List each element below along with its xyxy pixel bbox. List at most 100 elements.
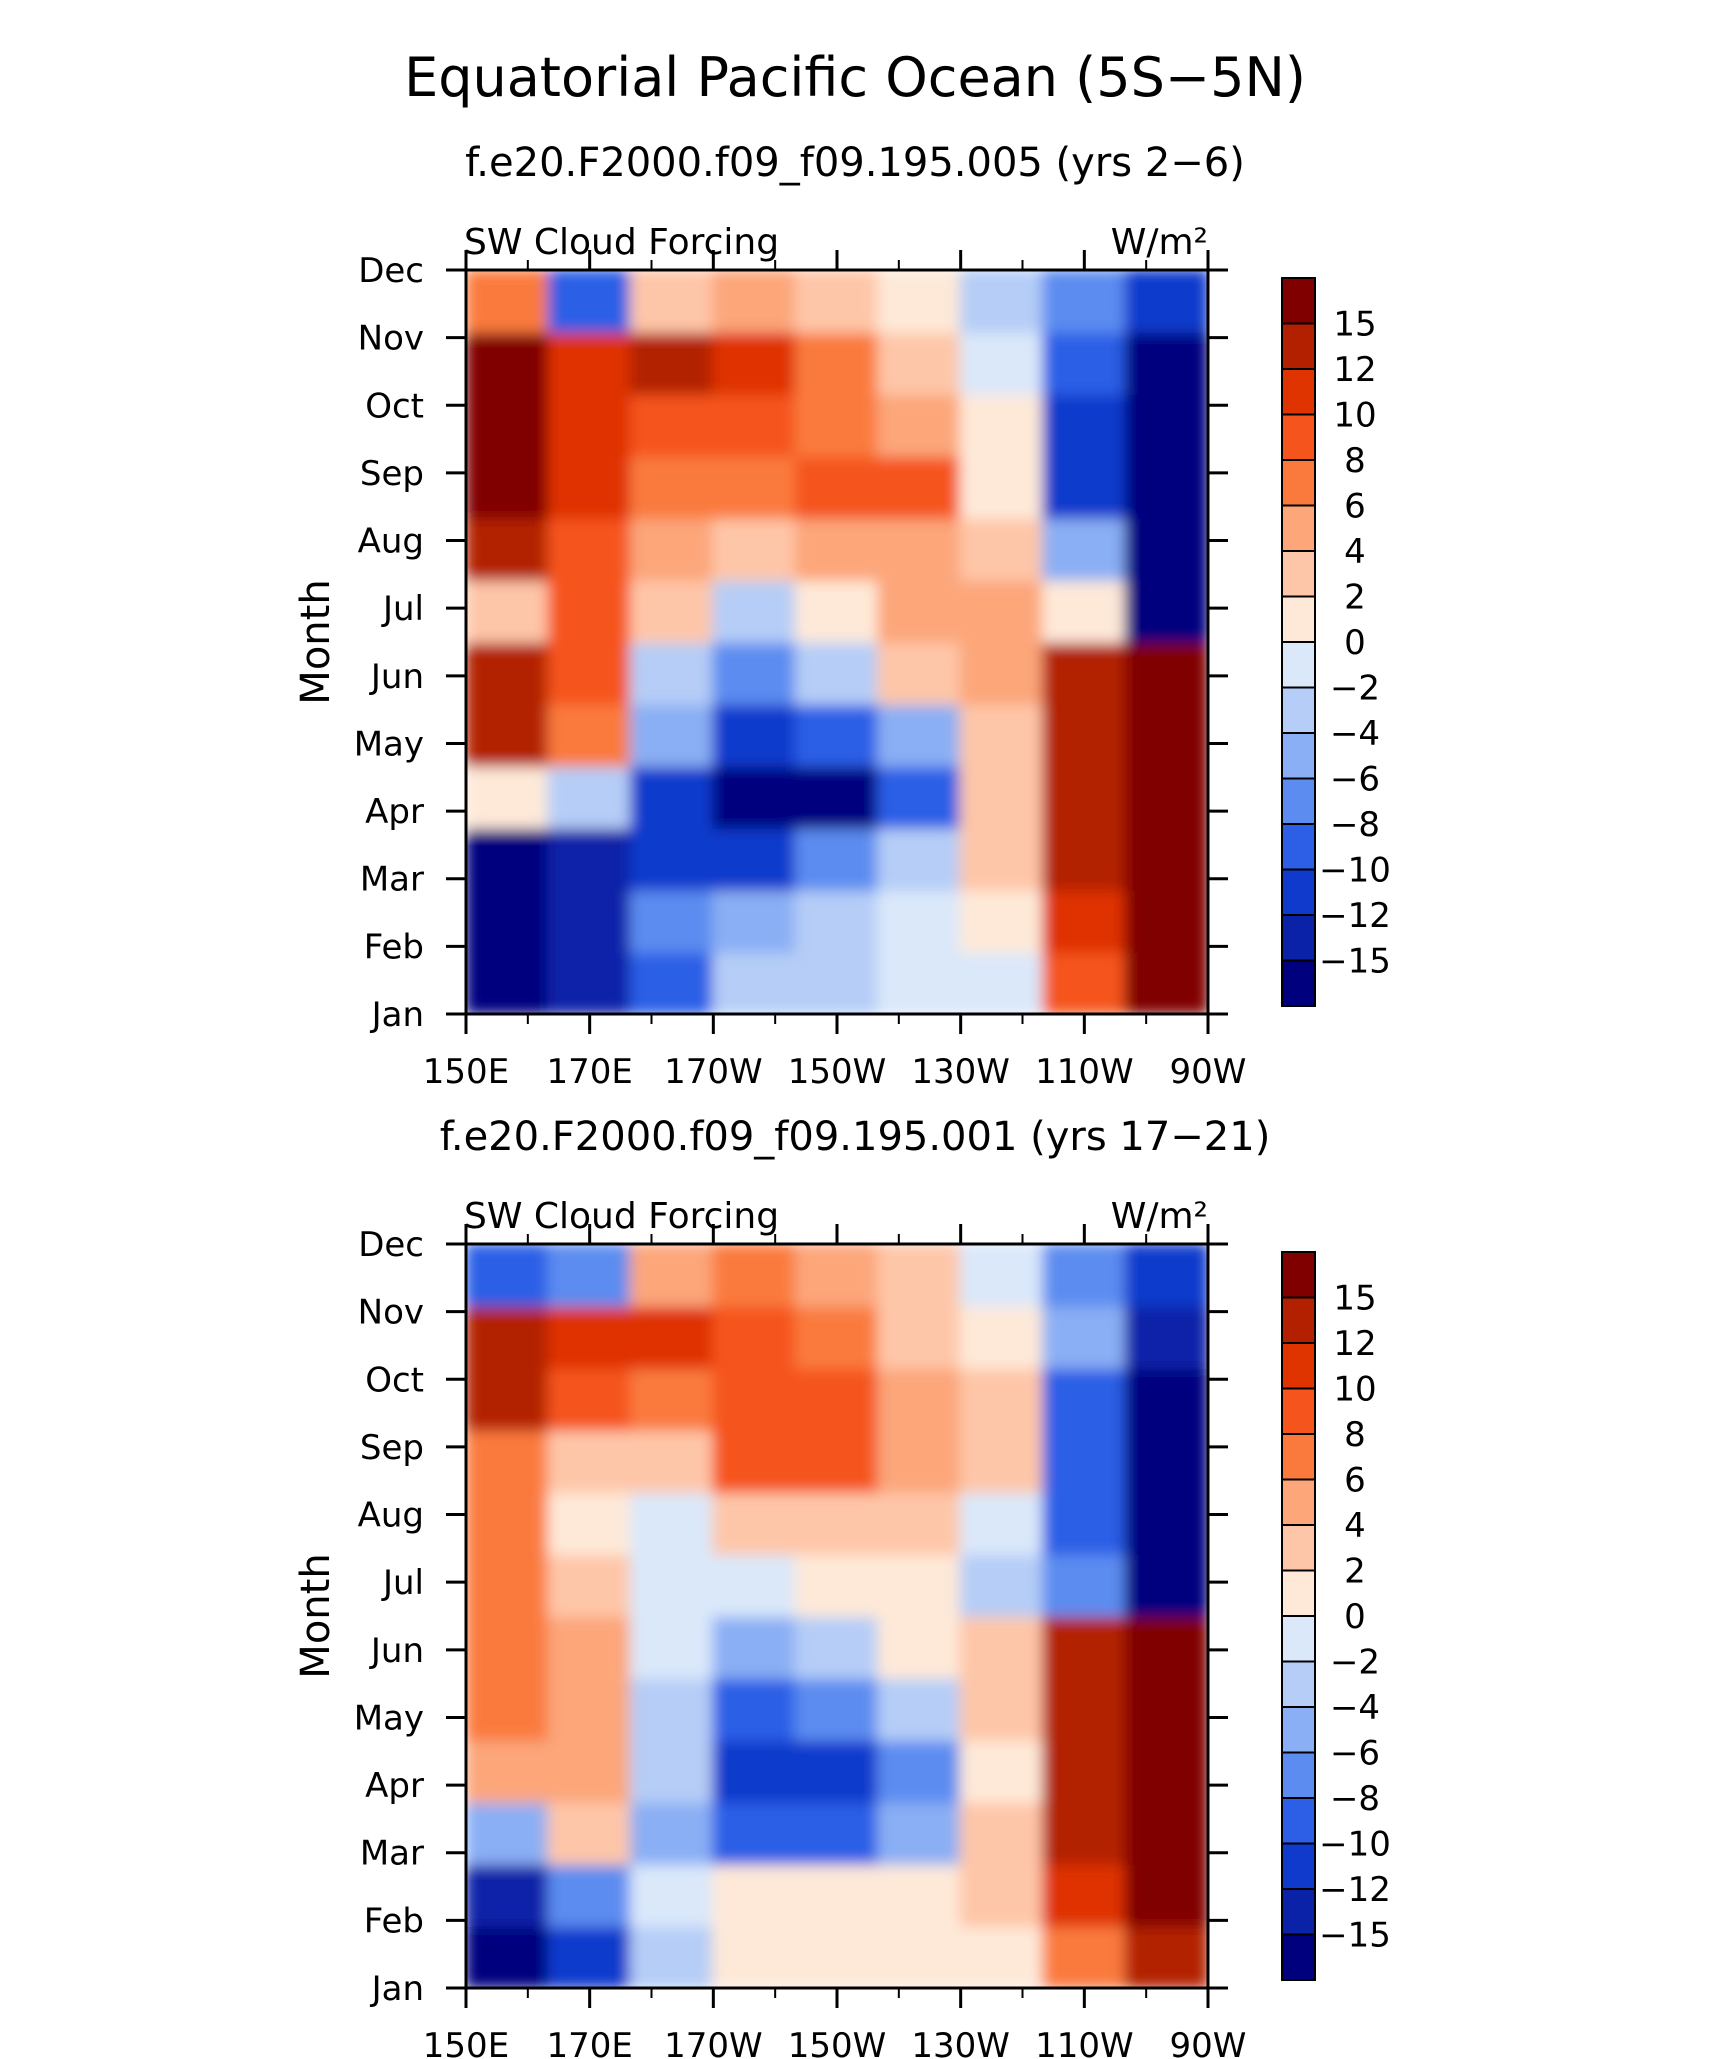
x-tick-label: 150E — [423, 1052, 509, 1092]
colorbar-swatch — [1282, 1297, 1315, 1344]
heatmap-cell — [1042, 641, 1127, 705]
x-tick-label: 130W — [911, 1052, 1010, 1092]
y-axis-title: Month — [293, 579, 339, 704]
colorbar-swatch — [1282, 278, 1315, 324]
heatmap-cell — [1042, 1925, 1127, 1988]
y-tick-label: Jun — [369, 657, 424, 697]
heatmap-cell — [1124, 1925, 1208, 1988]
heatmap-cell — [547, 517, 632, 581]
heatmap-cell — [629, 1925, 715, 1988]
heatmap-cell — [712, 393, 797, 457]
heatmap-cell — [547, 889, 632, 953]
heatmap-cell — [1124, 889, 1208, 953]
heatmap-cell — [466, 1244, 550, 1307]
heatmap-cell — [466, 1553, 550, 1617]
colorbar-swatch — [1282, 1889, 1315, 1935]
y-tick-label: Nov — [358, 319, 424, 359]
colorbar-label: 2 — [1344, 1552, 1366, 1592]
colorbar-swatch — [1282, 778, 1315, 825]
heatmap-cell — [959, 1244, 1045, 1307]
heatmap-cell — [959, 827, 1045, 891]
heatmap-cell — [466, 579, 550, 643]
heatmap-cell — [629, 1863, 715, 1927]
y-tick-label: May — [354, 1698, 424, 1738]
heatmap-cell — [712, 1863, 797, 1927]
heatmap-cell — [794, 1801, 880, 1865]
colorbar-swatch — [1282, 687, 1315, 734]
heatmap-cell — [466, 1491, 550, 1555]
heatmap-cell — [959, 455, 1045, 519]
heatmap-cell — [547, 1677, 632, 1741]
heatmap-cell — [712, 703, 797, 767]
heatmap-cell — [547, 1615, 632, 1679]
y-tick-label: Oct — [365, 1360, 424, 1400]
heatmap-cell — [877, 827, 962, 891]
heatmap-cell — [794, 270, 880, 333]
heatmap-cell — [794, 1739, 880, 1803]
heatmap-cell — [877, 455, 962, 519]
heatmap-cell — [1042, 951, 1127, 1014]
colorbar-swatch — [1282, 869, 1315, 916]
variable-label: SW Cloud Forcing — [464, 222, 779, 263]
colorbar-label: −6 — [1330, 1734, 1380, 1774]
heatmap-cell — [629, 393, 715, 457]
panels: f.e20.F2000.f09_f09.195.005 (yrs 2−6) SW … — [293, 140, 1391, 2059]
heatmap-cell — [877, 1367, 962, 1431]
y-tick-label: Jan — [370, 995, 424, 1035]
heatmap-cell — [794, 1553, 880, 1617]
heatmap-cell — [629, 455, 715, 519]
x-tick-label: 170E — [546, 2026, 632, 2059]
colorbar-label: −12 — [1319, 1870, 1391, 1910]
colorbar: 15 12 10 8 6 4 2 0 −2 −4 −6 −8 −10 −12 −15 — [1281, 1251, 1391, 1981]
heatmap-cell — [959, 1367, 1045, 1431]
y-tick-label: May — [354, 724, 424, 764]
heatmap-cell — [1042, 1677, 1127, 1741]
heatmap-cell — [959, 579, 1045, 643]
colorbar-label: −8 — [1330, 1779, 1380, 1819]
heatmap-cell — [877, 393, 962, 457]
heatmap-cell — [959, 889, 1045, 953]
colorbar-swatch — [1282, 1252, 1315, 1298]
figure-title: Equatorial Pacific Ocean (5S−5N) — [404, 46, 1306, 109]
colorbar-swatch — [1282, 414, 1315, 461]
colorbar-label: 6 — [1344, 1461, 1366, 1501]
colorbar-swatch — [1282, 960, 1315, 1007]
panel-1: f.e20.F2000.f09_f09.195.005 (yrs 2−6) SW … — [293, 140, 1391, 1092]
x-tick-label: 170W — [664, 2026, 763, 2059]
heatmap-cell — [712, 1244, 797, 1307]
heatmap-cell — [1042, 1553, 1127, 1617]
heatmap-cell — [877, 517, 962, 581]
y-tick-label: Feb — [364, 927, 424, 967]
colorbar-label: −8 — [1330, 805, 1380, 845]
heatmap-cell — [466, 1925, 550, 1988]
x-tick-label: 150W — [788, 2026, 887, 2059]
heatmap-cell — [1124, 1429, 1208, 1493]
heatmap-cell — [1124, 517, 1208, 581]
heatmap-cell — [1042, 331, 1127, 395]
heatmap-cell — [794, 1677, 880, 1741]
heatmap-cell — [712, 827, 797, 891]
colorbar-label: 15 — [1333, 305, 1376, 345]
heatmap-cell — [466, 703, 550, 767]
heatmap-cell — [712, 889, 797, 953]
heatmap-cell — [712, 951, 797, 1014]
heatmap-cell — [1124, 1553, 1208, 1617]
heatmap-cell — [877, 331, 962, 395]
heatmap-cell — [1124, 1801, 1208, 1865]
heatmap-cell — [794, 827, 880, 891]
heatmap-cell — [629, 641, 715, 705]
heatmap-cell — [629, 1553, 715, 1617]
heatmap-cell — [629, 827, 715, 891]
colorbar-swatch — [1282, 1525, 1315, 1571]
y-tick-label: Jun — [369, 1631, 424, 1671]
heatmap-cell — [877, 1615, 962, 1679]
heatmap-cell — [959, 331, 1045, 395]
heatmap-cell — [466, 1429, 550, 1493]
heatmap-cell — [466, 393, 550, 457]
y-tick-label: Mar — [360, 1834, 424, 1874]
heatmap-cell — [877, 765, 962, 829]
heatmap-cell — [877, 579, 962, 643]
colorbar-label: −10 — [1319, 1825, 1391, 1865]
y-tick-label: Oct — [365, 386, 424, 426]
